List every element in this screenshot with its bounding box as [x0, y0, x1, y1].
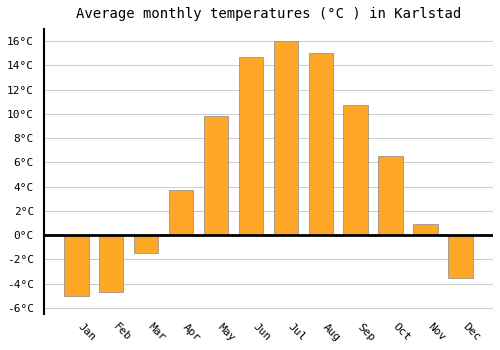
Bar — [344, 105, 368, 235]
Bar — [308, 53, 333, 235]
Bar — [99, 235, 124, 292]
Bar — [238, 57, 263, 235]
Bar — [448, 235, 472, 278]
Bar — [64, 235, 88, 296]
Bar — [169, 190, 194, 235]
Bar — [134, 235, 158, 253]
Title: Average monthly temperatures (°C ) in Karlstad: Average monthly temperatures (°C ) in Ka… — [76, 7, 461, 21]
Bar — [414, 224, 438, 235]
Bar — [378, 156, 403, 235]
Bar — [204, 116, 228, 235]
Bar — [274, 41, 298, 235]
